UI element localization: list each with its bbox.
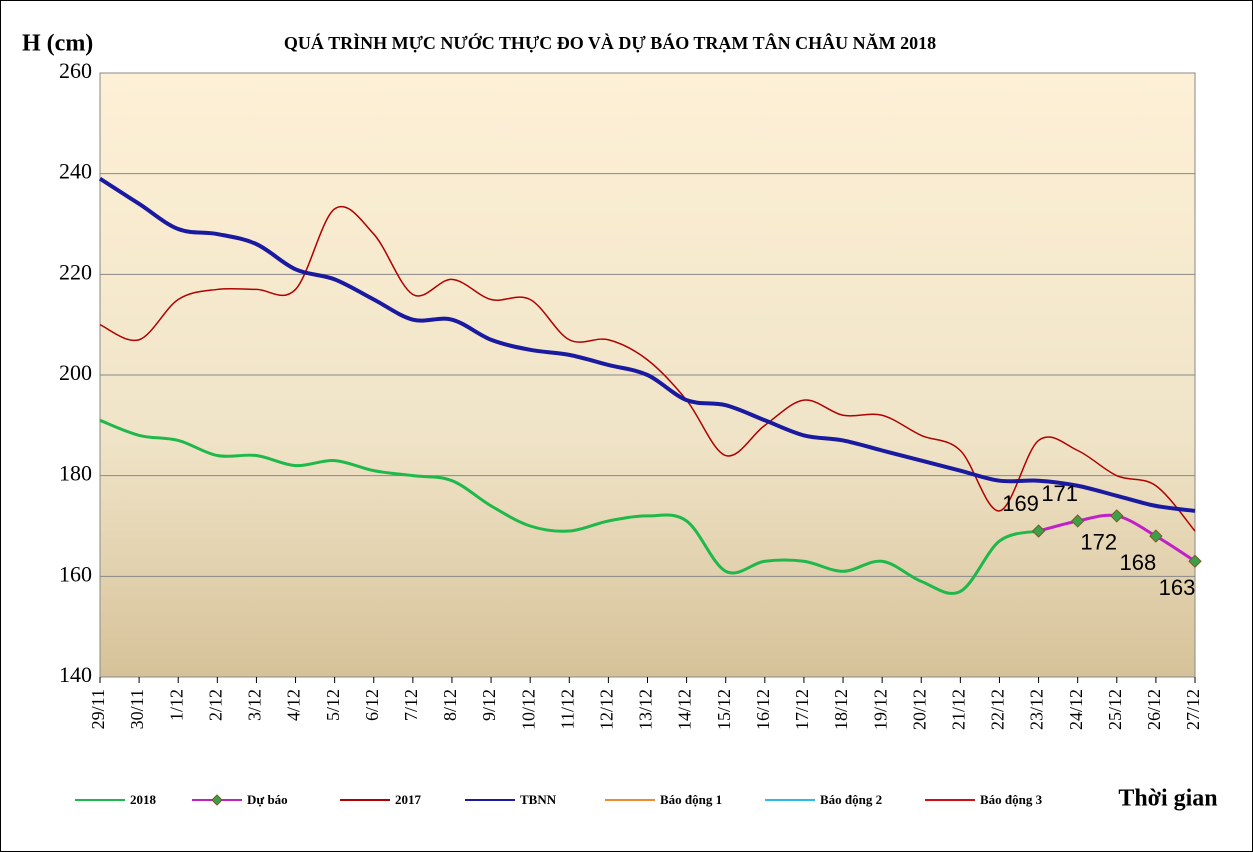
marker [1070, 514, 1085, 528]
legend-label: Báo động 3 [980, 792, 1043, 807]
series-line [99, 205, 1196, 532]
x-tick-label: 10/12 [518, 689, 538, 730]
legend-label: 2017 [395, 792, 422, 807]
x-tick-label: 17/12 [792, 689, 812, 730]
series-line [98, 177, 1196, 513]
x-tick-label: 22/12 [988, 689, 1008, 730]
x-tick-label: 13/12 [636, 689, 656, 730]
x-tick-label: 1/12 [166, 689, 186, 721]
x-tick-label: 23/12 [1027, 689, 1047, 730]
y-axis-label: H (cm) [22, 31, 93, 57]
x-tick-label: 5/12 [323, 689, 343, 721]
y-tick-label: 220 [59, 259, 92, 284]
marker [1188, 554, 1202, 568]
marker [1110, 509, 1124, 523]
x-tick-label: 24/12 [1066, 689, 1086, 730]
x-tick-label: 7/12 [401, 689, 421, 721]
x-tick-label: 30/11 [127, 689, 147, 729]
data-label: 168 [1120, 550, 1157, 575]
x-tick-label: 4/12 [284, 689, 304, 721]
x-tick-label: 29/11 [88, 689, 108, 729]
x-tick-label: 3/12 [245, 689, 265, 721]
data-label: 163 [1159, 575, 1196, 600]
y-tick-label: 240 [59, 159, 92, 184]
x-tick-label: 2/12 [205, 689, 225, 721]
x-tick-label: 9/12 [479, 689, 499, 721]
x-tick-label: 20/12 [909, 689, 929, 730]
x-axis-label: Thời gian [1118, 786, 1217, 812]
y-tick-label: 260 [59, 58, 92, 83]
x-tick-label: 6/12 [362, 689, 382, 721]
legend-label: Báo động 2 [820, 792, 882, 807]
x-tick-label: 11/12 [557, 689, 577, 729]
x-tick-label: 12/12 [597, 689, 617, 730]
y-tick-label: 200 [59, 360, 92, 385]
legend-label: 2018 [130, 792, 157, 807]
x-tick-label: 26/12 [1144, 689, 1164, 730]
legend-marker [211, 794, 223, 806]
x-tick-label: 15/12 [714, 689, 734, 730]
y-tick-label: 140 [59, 662, 92, 687]
x-tick-label: 21/12 [948, 689, 968, 730]
data-label: 172 [1080, 530, 1117, 555]
x-tick-label: 25/12 [1105, 689, 1125, 730]
legend-label: TBNN [520, 792, 557, 807]
marker [1031, 524, 1046, 538]
marker [1149, 529, 1163, 543]
y-tick-label: 180 [59, 461, 92, 486]
series-line [99, 418, 1039, 595]
legend-label: Dự báo [247, 792, 288, 807]
x-tick-label: 16/12 [753, 689, 773, 730]
x-tick-label: 14/12 [675, 689, 695, 730]
x-tick-label: 27/12 [1183, 689, 1203, 730]
chart-title: QUÁ TRÌNH MỰC NƯỚC THỰC ĐO VÀ DỰ BÁO TRẠ… [284, 32, 936, 53]
data-label: 169 [1002, 491, 1039, 516]
legend-label: Báo động 1 [660, 792, 722, 807]
x-tick-label: 8/12 [440, 689, 460, 721]
x-tick-label: 19/12 [870, 689, 890, 730]
y-tick-label: 160 [59, 561, 92, 586]
x-tick-label: 18/12 [831, 689, 851, 730]
data-label: 171 [1041, 481, 1078, 506]
